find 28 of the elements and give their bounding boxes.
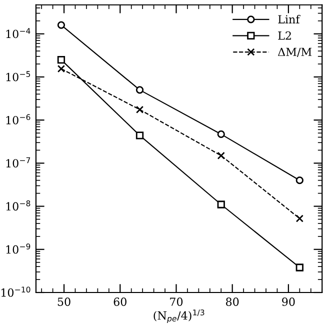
point [136, 106, 144, 114]
point [296, 264, 304, 272]
x-tick-label: 60 [114, 298, 126, 306]
x-tick-label: 90 [282, 298, 295, 306]
y-tick-label: 10$^{−7}$ [6, 157, 30, 168]
y-tick-label: 10$^{−10}$ [1, 286, 30, 297]
point [57, 64, 66, 73]
point [217, 130, 225, 138]
point [296, 214, 304, 222]
x-tick-label: 50 [58, 298, 70, 306]
y-tick-label: 10$^{−9}$ [6, 244, 30, 254]
x-axis-title: (N$_{pe}$/4)$^{1/3}$ [154, 310, 204, 323]
legend-label: Linf [278, 14, 300, 24]
legend-label: ΔM/M [278, 48, 312, 57]
point [217, 200, 225, 208]
point [136, 132, 144, 140]
y-tick-label: 10$^{−8}$ [6, 200, 30, 211]
point [57, 21, 66, 29]
point [217, 152, 225, 160]
point [136, 86, 144, 94]
legend-label: L2 [278, 31, 291, 40]
y-tick-label: 10$^{−5}$ [6, 71, 30, 82]
point [57, 56, 66, 64]
x-tick-label: 80 [226, 298, 239, 306]
y-tick-label: 10$^{−4}$ [6, 28, 30, 38]
x-tick-label: 70 [170, 298, 183, 306]
point [296, 176, 304, 184]
y-tick-label: 10$^{−6}$ [6, 114, 30, 124]
